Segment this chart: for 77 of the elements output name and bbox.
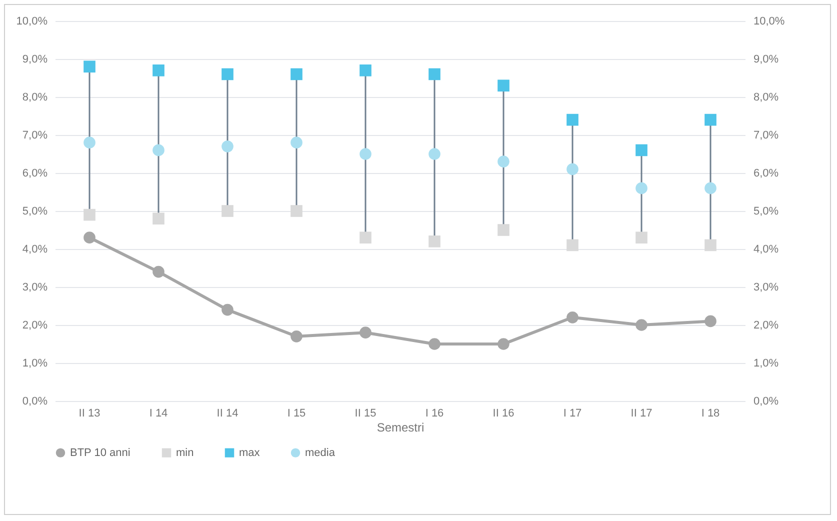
x-tick-label: II 15 bbox=[354, 408, 376, 420]
point bbox=[566, 163, 578, 176]
y-tick-label: 1,0% bbox=[22, 358, 48, 370]
point bbox=[636, 232, 648, 244]
x-axis-title: Semestri bbox=[376, 420, 424, 434]
point bbox=[360, 232, 372, 244]
y2-tick-label: 7,0% bbox=[754, 130, 779, 142]
point bbox=[222, 68, 234, 80]
point bbox=[428, 235, 440, 248]
point bbox=[704, 182, 716, 194]
y2-tick-label: 9,0% bbox=[754, 54, 779, 66]
legend-label: min bbox=[176, 446, 194, 459]
x-tick-label: I 17 bbox=[563, 408, 582, 420]
y2-tick-label: 6,0% bbox=[754, 168, 779, 180]
point bbox=[84, 232, 96, 244]
x-tick-label: II 17 bbox=[630, 408, 652, 420]
y-tick-label: 4,0% bbox=[22, 244, 48, 256]
point bbox=[428, 148, 440, 160]
x-tick-label: I 14 bbox=[149, 408, 168, 420]
point bbox=[152, 64, 164, 76]
point bbox=[222, 205, 234, 217]
y-tick-label: 5,0% bbox=[22, 206, 48, 218]
legend-label: media bbox=[305, 446, 336, 459]
y2-tick-label: 0,0% bbox=[754, 396, 779, 408]
y-tick-label: 2,0% bbox=[22, 320, 48, 332]
point bbox=[498, 80, 510, 92]
x-tick-label: I 16 bbox=[425, 408, 444, 420]
y2-tick-label: 5,0% bbox=[754, 206, 779, 218]
point bbox=[704, 114, 716, 126]
x-tick-label: II 13 bbox=[78, 408, 100, 420]
point bbox=[84, 136, 96, 149]
point bbox=[290, 136, 302, 149]
y2-tick-label: 3,0% bbox=[754, 282, 779, 294]
y-tick-label: 0,0% bbox=[22, 396, 48, 408]
point bbox=[84, 60, 96, 73]
point bbox=[222, 140, 234, 152]
legend-label: BTP 10 anni bbox=[70, 446, 130, 459]
point bbox=[636, 144, 648, 156]
point bbox=[152, 266, 164, 278]
point bbox=[636, 319, 648, 331]
point bbox=[428, 338, 440, 350]
legend-label: max bbox=[239, 446, 260, 459]
point bbox=[152, 144, 164, 156]
x-tick-label: II 16 bbox=[492, 408, 514, 420]
point bbox=[290, 330, 302, 342]
point bbox=[704, 239, 716, 252]
point bbox=[566, 239, 578, 252]
point bbox=[84, 208, 96, 221]
point bbox=[290, 205, 302, 217]
point bbox=[498, 224, 510, 236]
x-tick-label: I 18 bbox=[701, 408, 720, 420]
y-tick-label: 7,0% bbox=[22, 130, 48, 142]
point bbox=[360, 326, 372, 339]
point bbox=[566, 311, 578, 324]
y-tick-label: 8,0% bbox=[22, 92, 48, 104]
x-tick-label: I 15 bbox=[287, 408, 306, 420]
point bbox=[498, 156, 510, 168]
point bbox=[290, 68, 302, 80]
point bbox=[360, 64, 372, 76]
y-tick-label: 6,0% bbox=[22, 168, 48, 180]
y-tick-label: 3,0% bbox=[22, 282, 48, 294]
x-tick-label: II 14 bbox=[216, 408, 238, 420]
point bbox=[566, 114, 578, 126]
point bbox=[498, 338, 510, 350]
y2-tick-label: 2,0% bbox=[754, 320, 779, 332]
point bbox=[360, 148, 372, 160]
point bbox=[222, 304, 234, 316]
point bbox=[152, 212, 164, 225]
y2-tick-label: 4,0% bbox=[754, 244, 779, 256]
y2-tick-label: 1,0% bbox=[754, 358, 779, 370]
point bbox=[636, 182, 648, 194]
y-tick-label: 10,0% bbox=[16, 16, 48, 28]
y2-tick-label: 10,0% bbox=[754, 16, 785, 28]
point bbox=[428, 68, 440, 80]
y2-tick-label: 8,0% bbox=[754, 92, 779, 104]
point bbox=[704, 315, 716, 328]
y-tick-label: 9,0% bbox=[22, 54, 48, 66]
